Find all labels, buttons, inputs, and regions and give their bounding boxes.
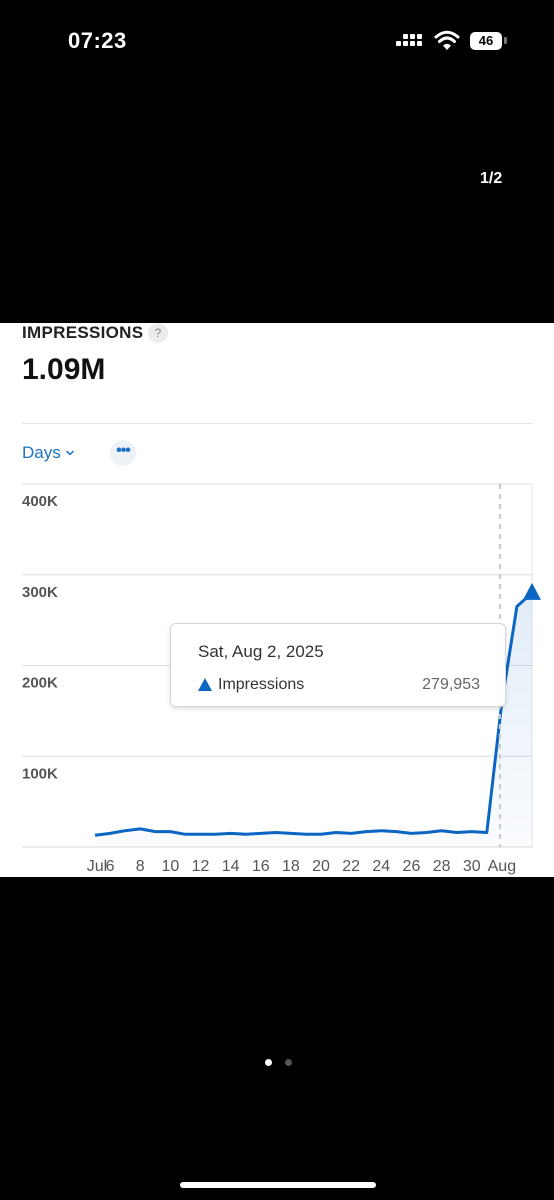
x-tick-label: 10 bbox=[161, 858, 179, 875]
x-tick-label: 14 bbox=[222, 858, 240, 875]
tooltip-value: 279,953 bbox=[422, 676, 480, 693]
series-triangle-icon bbox=[198, 678, 212, 691]
home-indicator[interactable] bbox=[180, 1182, 376, 1188]
y-tick-label: 400K bbox=[22, 493, 58, 510]
pager-dot[interactable] bbox=[265, 1059, 272, 1066]
x-tick-label: Jul bbox=[87, 858, 107, 875]
x-tick-label: 8 bbox=[136, 858, 145, 875]
metric-label: IMPRESSIONS bbox=[22, 323, 144, 342]
x-tick-label: Aug bbox=[488, 858, 516, 875]
x-tick-label: 16 bbox=[252, 858, 270, 875]
help-icon[interactable]: ? bbox=[148, 323, 168, 343]
chart-tooltip: Sat, Aug 2, 2025 Impressions 279,953 bbox=[170, 623, 506, 707]
pager-dot[interactable] bbox=[285, 1059, 292, 1066]
x-tick-label: 12 bbox=[192, 858, 210, 875]
wifi-icon bbox=[434, 30, 460, 50]
impressions-card: IMPRESSIONS ? 1.09M Days ••• 400K 300K 200… bbox=[0, 323, 554, 877]
battery-icon: 46 bbox=[470, 32, 502, 50]
x-tick-label: 18 bbox=[282, 858, 300, 875]
period-dropdown[interactable]: Days bbox=[22, 443, 75, 463]
period-dropdown-label: Days bbox=[22, 443, 61, 462]
highlighted-data-point[interactable] bbox=[523, 582, 541, 600]
x-tick-label: 26 bbox=[403, 858, 421, 875]
page-indicator: 1/2 bbox=[480, 170, 503, 187]
y-tick-label: 100K bbox=[22, 765, 58, 782]
x-tick-label: 20 bbox=[312, 858, 330, 875]
y-tick-label: 200K bbox=[22, 675, 58, 692]
x-tick-label: 24 bbox=[372, 858, 390, 875]
x-tick-label: 22 bbox=[342, 858, 360, 875]
cellular-signal-icon bbox=[396, 33, 426, 49]
impressions-series-line bbox=[94, 591, 534, 837]
status-bar: 07:23 46 bbox=[0, 0, 554, 80]
tooltip-date: Sat, Aug 2, 2025 bbox=[198, 642, 324, 661]
tooltip-series-name: Impressions bbox=[218, 676, 305, 693]
x-tick-label: 30 bbox=[463, 858, 481, 875]
status-time: 07:23 bbox=[68, 28, 127, 53]
battery-tip bbox=[504, 37, 507, 44]
chevron-down-icon bbox=[65, 450, 74, 456]
x-tick-label: 28 bbox=[433, 858, 451, 875]
metric-value: 1.09M bbox=[22, 353, 106, 386]
x-tick-label: 6 bbox=[106, 858, 115, 875]
more-options-button[interactable]: ••• bbox=[110, 440, 136, 466]
y-tick-label: 300K bbox=[22, 584, 58, 601]
divider bbox=[22, 423, 532, 424]
